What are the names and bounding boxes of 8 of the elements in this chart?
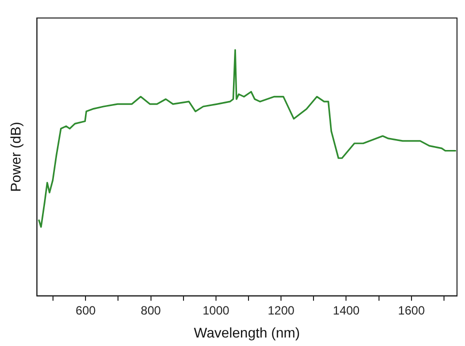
x-tick-label: 1600 — [398, 303, 426, 318]
x-tick-label: 1200 — [268, 303, 295, 318]
x-tick-label: 600 — [76, 303, 96, 318]
x-tick-label: 1000 — [202, 303, 230, 318]
x-tick-label: 800 — [140, 303, 162, 318]
y-axis-title: Power (dB) — [7, 122, 24, 192]
x-axis-title: Wavelength (nm) — [194, 324, 300, 340]
x-tick-label: 1400 — [332, 303, 360, 318]
